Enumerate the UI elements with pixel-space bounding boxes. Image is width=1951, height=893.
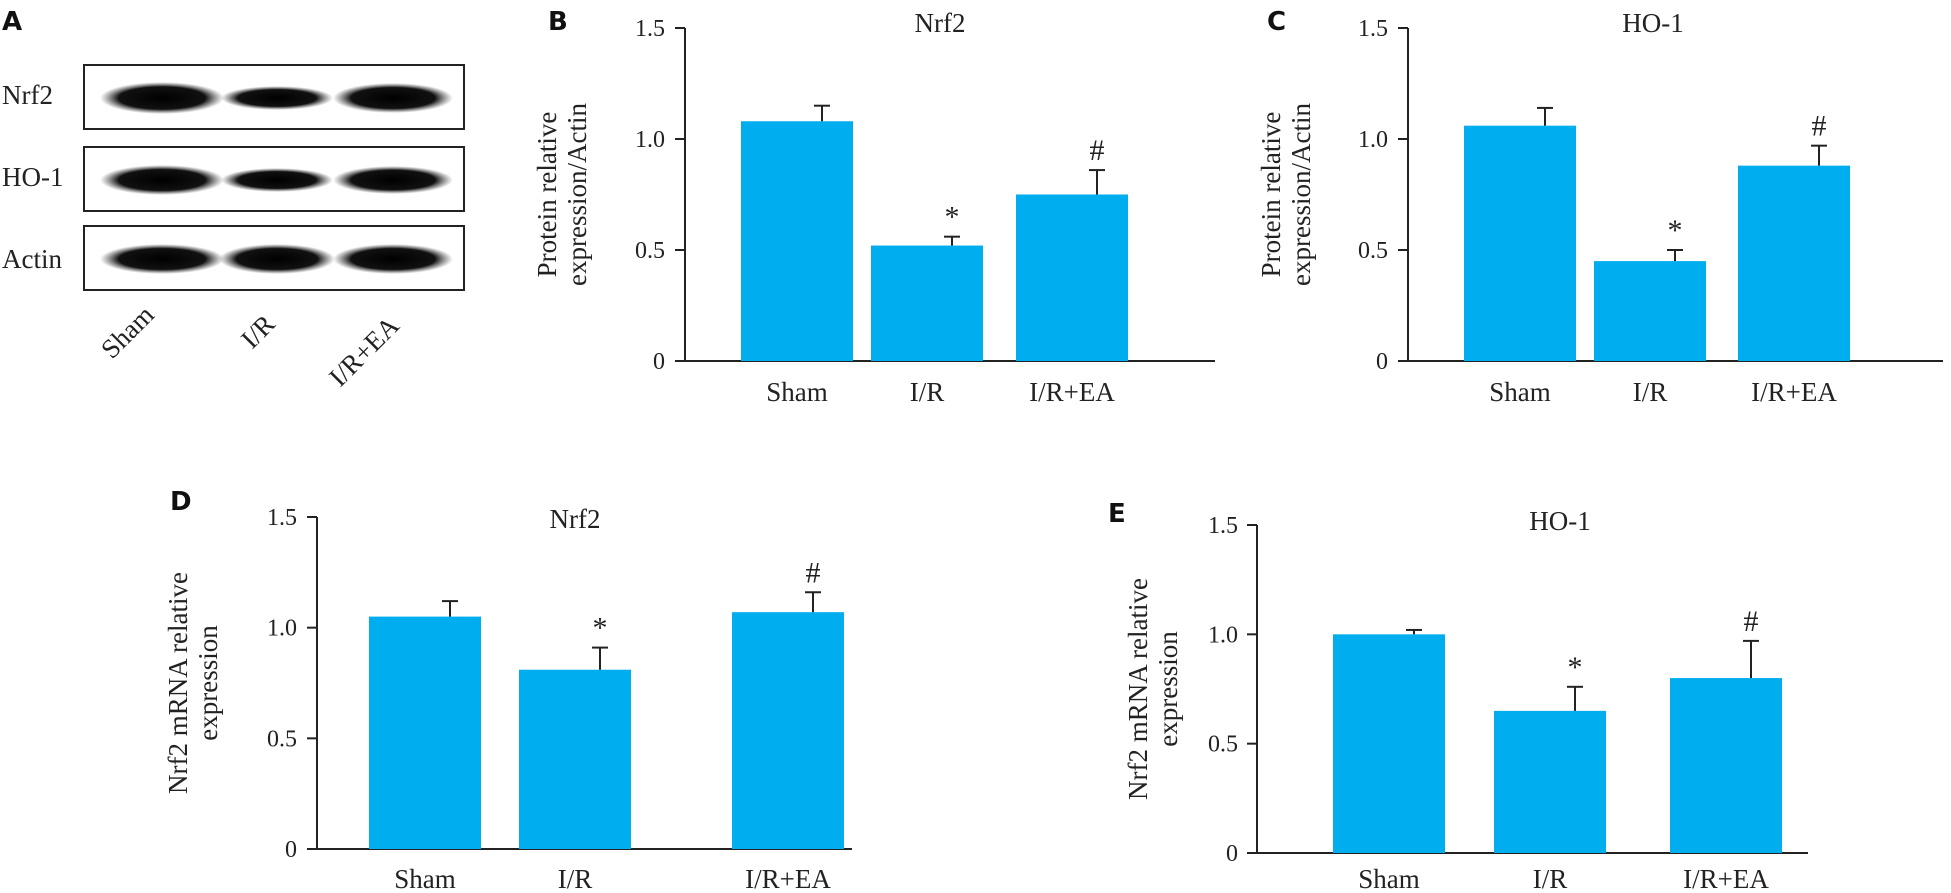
bar-nrf2-protein (871, 245, 983, 361)
category-label-nrf2-mrna: I/R+EA (745, 864, 831, 893)
bar-nrf2-mrna (519, 669, 631, 849)
panel-letter-a: A (2, 7, 22, 37)
blot-lane-label-ir: I/R (235, 309, 281, 355)
blot-band-nrf2-sham (100, 82, 224, 114)
y-axis-label-line-ho1-mrna: expression (1153, 631, 1183, 747)
y-tick-label-ho1-protein: 1.0 (1358, 127, 1388, 153)
panel-letter-c: C (1267, 7, 1286, 37)
chart-ho1-mrna: E HO-1 Nrf2 mRNA relativeexpression 0 0.5 1.0… (1108, 499, 1808, 893)
bar-nrf2-protein (741, 121, 853, 362)
blot-row-label-ho1: HO-1 (2, 162, 64, 192)
chart-title-ho1-mrna: HO-1 (1529, 506, 1591, 536)
y-axis-label-nrf2-protein: Protein relativeexpression/Actin (532, 103, 592, 286)
y-axis-label-line-nrf2-mrna: Nrf2 mRNA relative (163, 572, 193, 794)
y-axis-label-line-ho1-mrna: Nrf2 mRNA relative (1123, 578, 1153, 800)
panel-letter-d: D (170, 487, 192, 517)
bar-ho1-mrna (1494, 710, 1606, 853)
blot-row-label-actin: Actin (2, 244, 62, 274)
chart-nrf2-protein: B Nrf2 Protein relativeexpression/Actin 0 0.… (532, 7, 1215, 407)
y-tick-label-ho1-protein: 0.5 (1358, 238, 1388, 264)
blot-band-ho1-irea (333, 166, 453, 194)
y-axis-label-ho1-mrna: Nrf2 mRNA relativeexpression (1123, 578, 1183, 800)
bar-ho1-protein (1464, 125, 1576, 362)
significance-mark-ho1-mrna: # (1744, 605, 1759, 638)
significance-mark-nrf2-protein: # (1090, 134, 1105, 167)
y-axis-label-nrf2-mrna: Nrf2 mRNA relativeexpression (163, 572, 223, 794)
significance-mark-ho1-protein: # (1812, 110, 1827, 143)
significance-mark-ho1-mrna: * (1568, 651, 1583, 684)
significance-mark-nrf2-protein: * (945, 201, 960, 234)
y-tick-label-nrf2-mrna: 1.5 (267, 505, 297, 531)
blot-band-actin-sham (100, 244, 224, 274)
blot-band-ho1-ir (221, 168, 333, 192)
bar-ho1-mrna (1670, 678, 1782, 853)
y-tick-label-ho1-mrna: 0 (1226, 841, 1238, 867)
y-tick-label-nrf2-protein: 1.0 (635, 127, 665, 153)
bar-nrf2-mrna (732, 612, 844, 849)
significance-mark-ho1-protein: * (1668, 214, 1683, 247)
bar-ho1-mrna (1333, 634, 1445, 853)
category-label-nrf2-protein: I/R (910, 377, 945, 407)
bar-ho1-protein (1738, 165, 1850, 361)
y-tick-label-nrf2-protein: 0 (653, 349, 665, 375)
significance-mark-nrf2-mrna: # (806, 556, 821, 589)
y-tick-label-ho1-mrna: 0.5 (1208, 732, 1238, 758)
y-axis-label-line-nrf2-protein: expression/Actin (562, 103, 592, 286)
panel-letter-e: E (1108, 499, 1126, 529)
blot-band-actin-ir (219, 244, 335, 274)
blot-band-ho1-sham (100, 165, 224, 195)
category-label-ho1-mrna: I/R+EA (1683, 864, 1769, 893)
y-tick-label-nrf2-protein: 0.5 (635, 238, 665, 264)
y-axis-label-line-ho1-protein: expression/Actin (1286, 103, 1316, 286)
bar-nrf2-mrna (369, 616, 481, 849)
y-axis-label-line-nrf2-mrna: expression (193, 625, 223, 741)
y-tick-label-nrf2-mrna: 1.0 (267, 616, 297, 642)
blot-row-label-nrf2: Nrf2 (2, 80, 53, 110)
blot-band-nrf2-ir (221, 86, 333, 110)
category-label-ho1-protein: I/R+EA (1751, 377, 1837, 407)
chart-ho1-protein: C HO-1 Protein relativeexpression/Actin 0 0.… (1256, 7, 1943, 407)
chart-nrf2-mrna: D Nrf2 Nrf2 mRNA relativeexpression 0 0.5 1.0… (163, 487, 852, 893)
y-tick-label-nrf2-mrna: 0.5 (267, 726, 297, 752)
blot-band-actin-irea (333, 244, 453, 274)
chart-title-ho1-protein: HO-1 (1622, 8, 1684, 38)
significance-mark-nrf2-mrna: * (593, 612, 608, 645)
category-label-nrf2-mrna: I/R (558, 864, 593, 893)
panel-letter-b: B (548, 7, 568, 37)
chart-title-nrf2-protein: Nrf2 (915, 8, 966, 38)
bar-nrf2-protein (1016, 194, 1128, 361)
y-tick-label-ho1-mrna: 1.0 (1208, 622, 1238, 648)
chart-title-nrf2-mrna: Nrf2 (550, 504, 601, 534)
category-label-nrf2-protein: Sham (766, 377, 828, 407)
blot-band-nrf2-irea (333, 83, 453, 113)
category-label-nrf2-mrna: Sham (394, 864, 456, 893)
y-tick-label-nrf2-protein: 1.5 (635, 16, 665, 42)
category-label-ho1-protein: I/R (1633, 377, 1668, 407)
blot-lane-label-irea: I/R+EA (323, 310, 405, 392)
category-label-nrf2-protein: I/R+EA (1029, 377, 1115, 407)
y-tick-label-ho1-protein: 0 (1376, 349, 1388, 375)
category-label-ho1-mrna: I/R (1533, 864, 1568, 893)
y-tick-label-ho1-protein: 1.5 (1358, 16, 1388, 42)
blot-panel: A Nrf2 HO-1 Actin Sham I/R I/R+EA (2, 7, 465, 392)
blot-lane-label-sham: Sham (95, 300, 160, 365)
y-axis-label-line-nrf2-protein: Protein relative (532, 112, 562, 278)
y-axis-label-line-ho1-protein: Protein relative (1256, 112, 1286, 278)
category-label-ho1-protein: Sham (1489, 377, 1551, 407)
bar-ho1-protein (1594, 261, 1706, 361)
y-tick-label-ho1-mrna: 1.5 (1208, 513, 1238, 539)
y-tick-label-nrf2-mrna: 0 (285, 837, 297, 863)
y-axis-label-ho1-protein: Protein relativeexpression/Actin (1256, 103, 1316, 286)
category-label-ho1-mrna: Sham (1358, 864, 1420, 893)
